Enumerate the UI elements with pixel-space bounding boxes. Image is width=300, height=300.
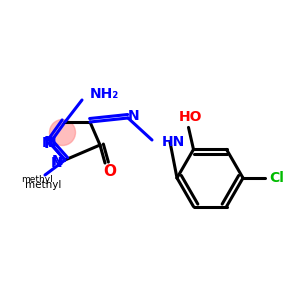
- Text: N: N: [128, 109, 140, 123]
- Circle shape: [50, 119, 76, 146]
- Text: Cl: Cl: [270, 171, 284, 185]
- Text: HN: HN: [162, 135, 185, 149]
- Text: methyl: methyl: [25, 180, 61, 190]
- Text: N: N: [51, 154, 63, 168]
- Text: methyl: methyl: [21, 176, 53, 184]
- Text: N: N: [44, 136, 56, 151]
- Text: N: N: [50, 156, 62, 170]
- Text: NH₂: NH₂: [90, 87, 119, 101]
- Text: O: O: [103, 164, 116, 178]
- Text: HO: HO: [179, 110, 202, 124]
- Text: N: N: [42, 136, 54, 150]
